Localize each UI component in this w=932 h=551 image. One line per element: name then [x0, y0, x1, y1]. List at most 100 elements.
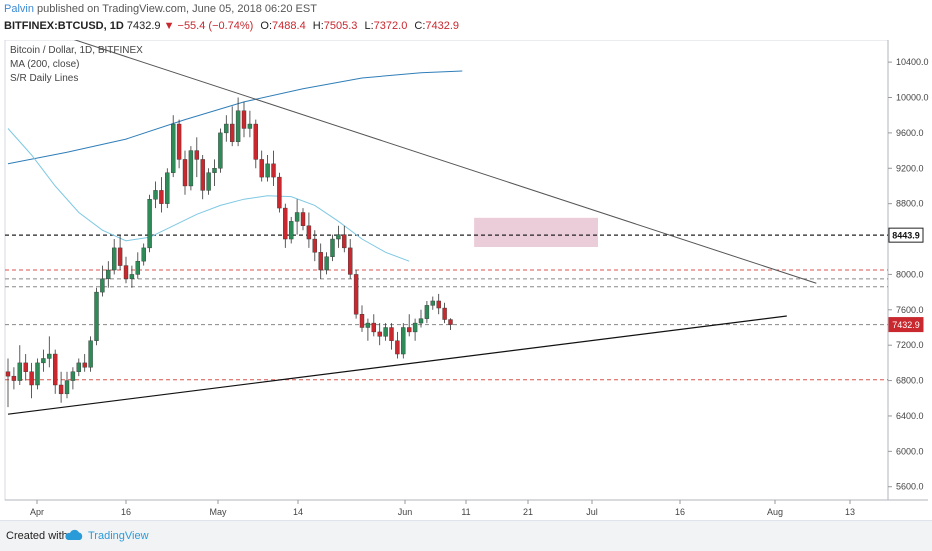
candle-down [29, 371, 34, 386]
ohlc-line: BITFINEX:BTCUSD, 1D 7432.9 ▼ −55.4 (−0.7… [4, 20, 459, 32]
open-value: 7488.4 [272, 20, 306, 32]
footer-bar: Created with TradingView [0, 520, 932, 551]
candle-up [111, 247, 117, 271]
x-tick-label: Aug [767, 507, 783, 517]
candle-down [448, 319, 453, 325]
candle-up [206, 172, 211, 191]
candle-up [141, 247, 146, 262]
candle-up [47, 353, 52, 359]
candle-down [318, 252, 323, 271]
candle-up [88, 340, 93, 368]
candle-up [324, 256, 329, 271]
high-label: H: [312, 20, 324, 32]
x-tick-label: 16 [121, 507, 131, 517]
ascending-trendline [7, 315, 787, 415]
close-value: 7432.9 [425, 20, 460, 32]
candle-up [135, 260, 141, 275]
candle-up [418, 318, 424, 324]
candle-down [395, 340, 400, 355]
price-label-text: 7432.9 [892, 320, 920, 330]
candle-up [129, 274, 135, 280]
candle-up [17, 362, 22, 381]
author-link[interactable]: Palvin [4, 3, 34, 15]
candle-down [200, 159, 205, 191]
candle-down [159, 190, 164, 204]
candle-up [294, 212, 300, 222]
high-value: 7505.3 [323, 20, 358, 32]
candle-down [348, 247, 353, 275]
candle-down [407, 327, 412, 333]
change-value: −55.4 (−0.74%) [177, 20, 254, 32]
low-value: 7372.0 [373, 20, 408, 32]
y-tick-label: 9600.0 [896, 128, 924, 138]
candle-down [271, 163, 276, 178]
candle-down [82, 362, 87, 368]
candle-up [106, 269, 111, 280]
candle-down [241, 110, 247, 129]
y-tick-label: 6800.0 [896, 376, 924, 386]
y-tick-label: 8800.0 [896, 199, 924, 209]
candle-down [229, 123, 235, 142]
candle-up [247, 123, 253, 129]
x-tick-label: 13 [845, 507, 855, 517]
candle-up [100, 278, 105, 293]
price-label-box [888, 227, 924, 243]
y-tick-label: 6000.0 [896, 446, 924, 456]
symbol-label: BITFINEX:BTCUSD, 1D [4, 20, 124, 32]
x-tick-label: Jun [398, 507, 413, 517]
candle-down [342, 234, 347, 249]
price-chart[interactable]: 5600.0 6000.0 6400.0 6800.0 7200.0 7600.0 8000… [0, 14, 932, 520]
candle-up [35, 362, 40, 386]
candle-down [176, 123, 182, 160]
open-label: O: [260, 20, 273, 32]
y-tick-label: 7600.0 [896, 305, 924, 315]
created-with-text: Created with [6, 530, 68, 542]
candle-up [424, 305, 430, 319]
legend-ma[interactable]: MA (200, close) [10, 59, 80, 70]
x-tick-label: Apr [30, 507, 44, 517]
y-tick-label: 6400.0 [896, 411, 924, 421]
candle-up [235, 110, 241, 142]
ma-line-short [7, 128, 410, 262]
candle-down [58, 384, 64, 395]
candle-down [312, 238, 317, 253]
publish-info: Palvin published on TradingView.com, Jun… [4, 3, 317, 15]
y-tick-label: 8000.0 [896, 269, 924, 279]
candle-up [365, 322, 371, 328]
candle-up [265, 163, 270, 178]
low-label: L: [364, 20, 374, 32]
y-tick-label: 5600.0 [896, 482, 924, 492]
candle-up [147, 199, 152, 249]
candle-down [371, 322, 376, 333]
tradingview-cloud-icon [65, 529, 83, 540]
candle-down [442, 307, 447, 320]
candle-down [377, 331, 382, 337]
legend-sr[interactable]: S/R Daily Lines [10, 73, 79, 84]
x-tick-label: Jul [586, 507, 598, 517]
header-bar: Palvin published on TradingView.com, Jun… [0, 0, 932, 40]
candle-up [76, 362, 82, 372]
publish-text: published on TradingView.com, June 05, 2… [37, 3, 317, 15]
supply-zone [474, 217, 598, 247]
chart-legend: Bitcoin / Dollar, 1D, BITFINEX MA (200, … [10, 44, 143, 86]
candle-down [306, 225, 312, 240]
candle-up [430, 300, 435, 306]
legend-title: Bitcoin / Dollar, 1D, BITFINEX [10, 45, 143, 56]
x-tick-label: 16 [675, 507, 685, 517]
price-label-text: 8443.9 [892, 231, 920, 241]
candle-up [170, 123, 176, 173]
candle-up [289, 221, 294, 240]
y-tick-label: 9200.0 [896, 163, 924, 173]
candle-down [53, 353, 58, 386]
tradingview-brand-link[interactable]: TradingView [88, 530, 149, 542]
y-tick-label: 10000.0 [896, 93, 929, 103]
y-tick-label: 7200.0 [896, 340, 924, 350]
candle-up [153, 190, 158, 200]
candle-up [41, 358, 46, 364]
candle-up [401, 327, 406, 355]
candle-down [23, 362, 28, 372]
down-arrow-icon: ▼ [163, 20, 175, 32]
candle-up [64, 380, 70, 395]
y-tick-label: 10400.0 [896, 57, 929, 67]
chart-area[interactable]: 5600.0 6000.0 6400.0 6800.0 7200.0 7600.0 8000… [0, 14, 932, 520]
